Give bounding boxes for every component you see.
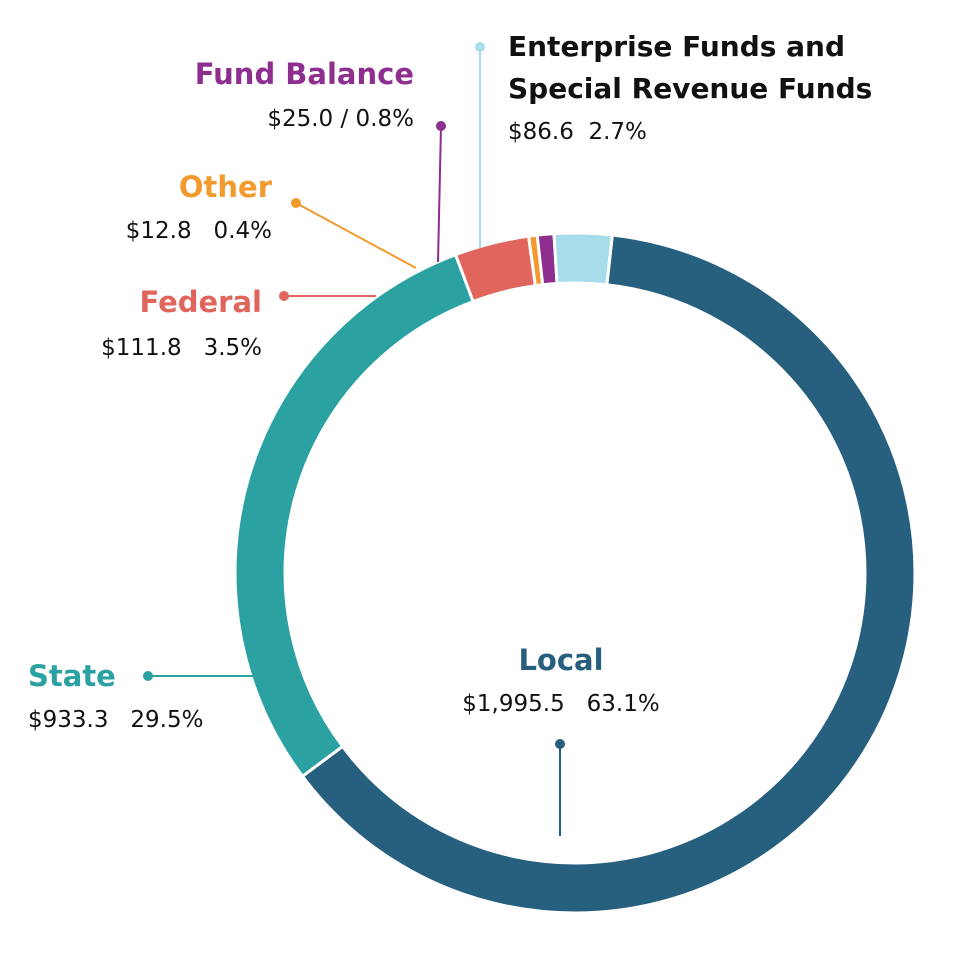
label-local-value: $1,995.5 63.1% [462, 691, 659, 717]
leader-line-fund-balance [437, 125, 442, 263]
label-other-value: $12.8 0.4% [126, 218, 272, 244]
label-state-value: $933.3 29.5% [28, 707, 203, 733]
leader-lines [143, 42, 565, 836]
donut-slice-state [233, 252, 476, 779]
slice-labels: Local $1,995.5 63.1% State $933.3 29.5% … [28, 30, 872, 733]
label-enterprise-name-line2: Special Revenue Funds [508, 72, 872, 105]
label-enterprise-value: $86.6 2.7% [508, 119, 647, 145]
leader-line-other [295, 202, 417, 269]
label-federal-name: Federal [139, 285, 262, 319]
donut-slices [233, 231, 917, 915]
leader-dot-enterprise [475, 42, 485, 52]
label-other-name: Other [179, 170, 273, 204]
leader-dot-state [143, 671, 153, 681]
label-fund-balance-value: $25.0 / 0.8% [267, 106, 414, 132]
leader-dot-fund-balance [436, 121, 446, 131]
donut-slice-local [300, 233, 917, 915]
leader-dot-other [291, 198, 301, 208]
leader-dot-federal [279, 291, 289, 301]
label-federal-value: $111.8 3.5% [101, 335, 262, 361]
label-fund-balance-name: Fund Balance [195, 57, 414, 91]
label-enterprise-name-line1: Enterprise Funds and [508, 30, 845, 63]
label-local-name: Local [518, 643, 603, 677]
leader-dot-local [555, 739, 565, 749]
donut-slice-enterprise-funds-and-special-revenue-funds [552, 231, 614, 287]
label-state-name: State [28, 659, 116, 693]
